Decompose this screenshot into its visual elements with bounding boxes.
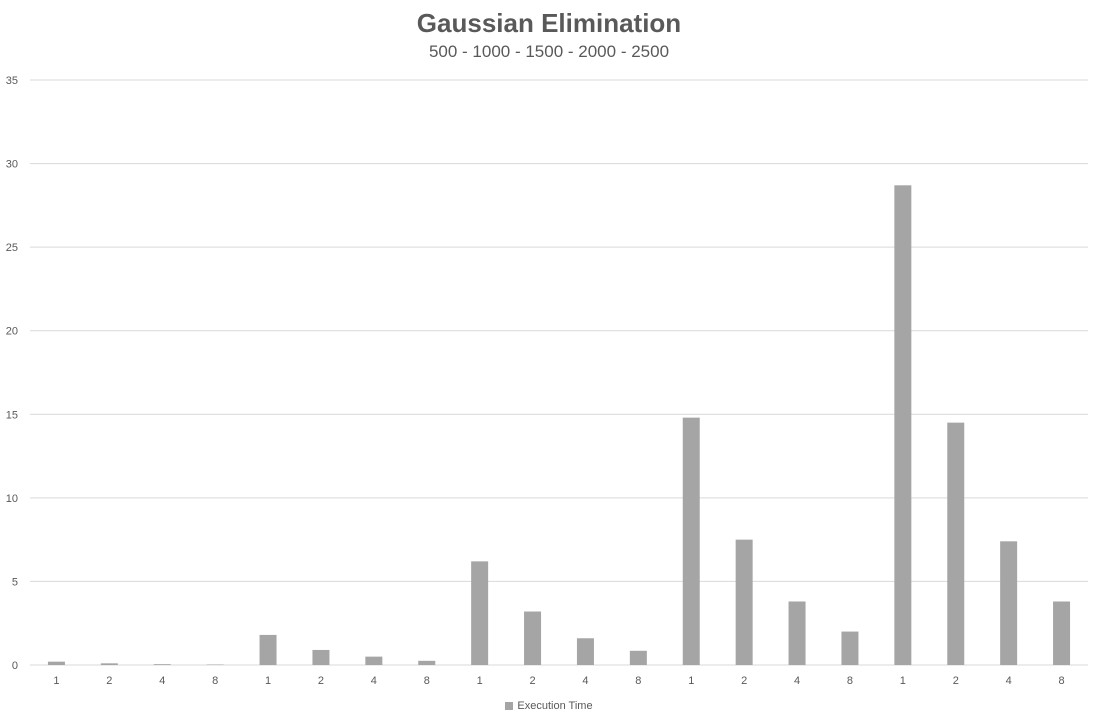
x-tick-label: 1 [688,675,694,687]
x-tick-label: 8 [847,675,853,687]
chart-subtitle: 500 - 1000 - 1500 - 2000 - 2500 [428,42,670,61]
y-tick-label: 15 [6,409,18,421]
y-tick-label: 25 [6,242,18,254]
x-tick-label: 2 [529,675,535,687]
x-tick-label: 1 [900,675,906,687]
x-tick-label: 8 [424,675,430,687]
bar [947,422,965,665]
bar [418,660,436,665]
y-tick-label: 0 [12,660,18,672]
x-tick-label: 2 [741,675,747,687]
y-tick-label: 20 [6,326,18,338]
x-tick-label: 4 [159,675,165,687]
bar [100,663,118,665]
bar [259,634,277,665]
y-tick-label: 30 [6,159,18,171]
gridlines [30,79,1088,666]
x-tick-label: 4 [371,675,377,687]
bar [312,649,330,665]
bar [1000,541,1018,665]
bar [206,664,224,665]
bar [629,650,647,665]
bar [841,631,859,665]
chart-title: Gaussian Elimination [416,8,682,38]
bar [735,539,753,665]
x-tick-label: 2 [318,675,324,687]
bar-series [47,185,1071,666]
x-tick-label: 4 [1006,675,1012,687]
bar [788,601,806,665]
legend: Execution Time [0,700,1098,712]
y-tick-label: 10 [6,493,18,505]
bar [1053,601,1071,665]
y-tick-label: 35 [6,75,18,87]
x-tick-label: 4 [794,675,800,687]
y-tick-label: 5 [12,576,18,588]
bar [682,417,700,665]
bar [894,185,912,666]
bar [365,656,383,665]
bar [153,664,171,665]
x-tick-label: 8 [635,675,641,687]
x-tick-label: 8 [212,675,218,687]
legend-label: Execution Time [517,700,593,712]
bar [47,661,65,665]
y-axis-ticks: 0 5 10 15 20 25 30 35 [6,75,18,672]
x-tick-label: 1 [477,675,483,687]
bar [524,611,542,665]
bar [576,638,594,665]
x-tick-label: 1 [53,675,59,687]
x-tick-label: 1 [265,675,271,687]
x-tick-label: 2 [953,675,959,687]
x-tick-label: 8 [1058,675,1064,687]
x-tick-label: 4 [582,675,588,687]
x-tick-label: 2 [106,675,112,687]
bar [471,561,489,665]
legend-swatch [505,702,514,710]
